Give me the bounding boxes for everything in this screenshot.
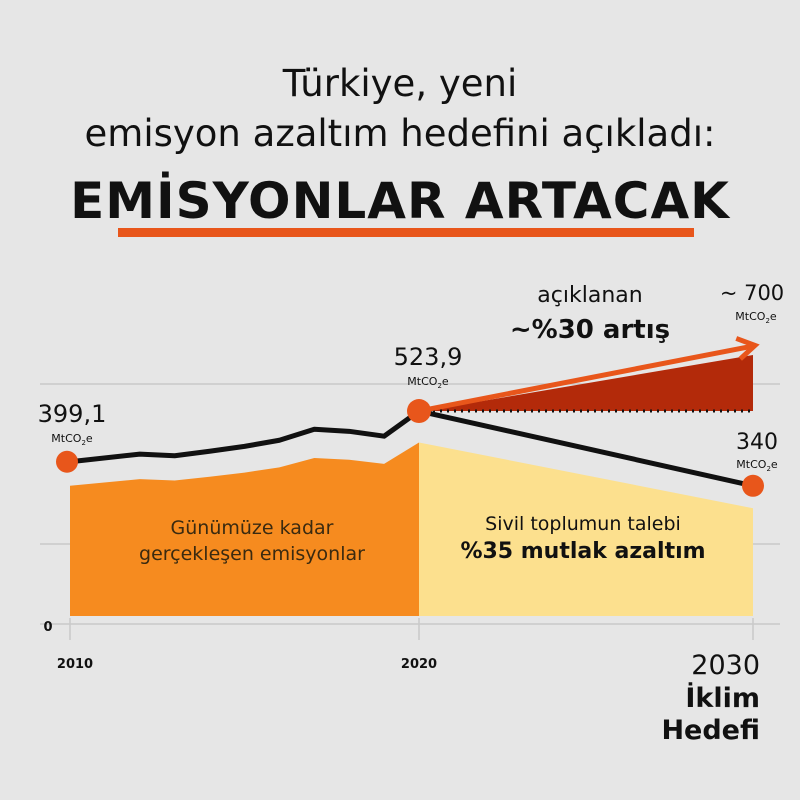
announced-arrow-head (735, 336, 760, 361)
unit-label-2010: MtCO2e (51, 432, 93, 447)
x-tick-label-2010: 2010 (57, 657, 93, 672)
y-tick-label-0: 0 (43, 620, 52, 635)
footer-line-3: Hedefi (661, 715, 760, 746)
demand-area (419, 442, 753, 616)
demand-label-1: Sivil toplumun talebi (485, 513, 681, 535)
announced-label-2: ~%30 artış (510, 315, 670, 345)
value-label-2020: 523,9 (394, 343, 463, 371)
historical-area (70, 442, 419, 616)
title-line-2: emisyon azaltım hedefini açıkladı: (84, 112, 716, 155)
value-label-2030-low: 340 (736, 430, 778, 455)
demand-label-2: %35 mutlak azaltım (460, 539, 705, 564)
announced-arrow-line (418, 343, 752, 414)
increase-area (423, 355, 753, 412)
point-2010 (56, 450, 78, 473)
announced-label-1: açıklanan (537, 283, 642, 308)
historical-label-1: Günümüze kadar (171, 517, 334, 539)
footer-line-2: İklim (685, 683, 760, 714)
point-2020 (407, 399, 431, 424)
unit-label-2020: MtCO2e (407, 375, 449, 390)
historical-label-2: gerçekleşen emisyonlar (139, 543, 365, 565)
footer-year: 2030 (691, 650, 760, 681)
unit-label-2030-low: MtCO2e (736, 458, 778, 473)
point-2030-target (742, 474, 764, 497)
historical-line (69, 409, 421, 465)
demand-line (418, 408, 754, 489)
x-tick-label-2020: 2020 (401, 657, 437, 672)
value-label-2010: 399,1 (38, 400, 107, 428)
value-label-2030-high: ~ 700 (720, 281, 784, 305)
title-underline (118, 228, 694, 237)
title-headline: EMİSYONLAR ARTACAK (70, 172, 730, 230)
unit-label-2030-high: MtCO2e (735, 310, 777, 325)
title-line-1: Türkiye, yeni (282, 62, 518, 105)
